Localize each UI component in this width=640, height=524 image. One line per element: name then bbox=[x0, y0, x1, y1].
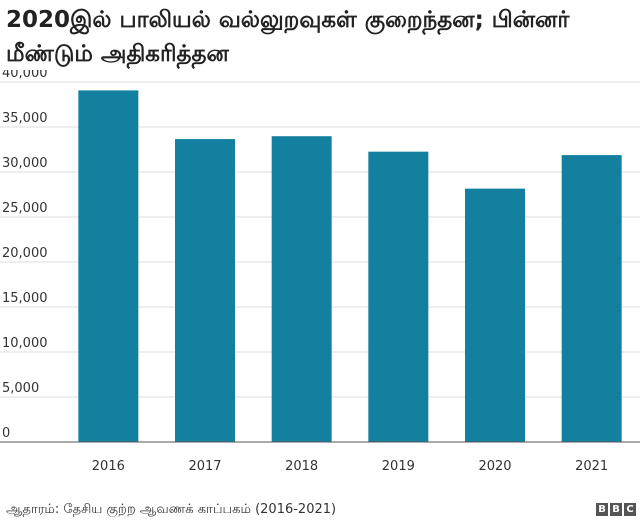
bar bbox=[175, 139, 235, 442]
bbc-logo: B B C bbox=[596, 503, 636, 516]
y-tick-label: 30,000 bbox=[2, 156, 48, 171]
bar bbox=[368, 151, 429, 442]
y-axis-ticks: 0 5,000 10,000 15,000 20,000 25,000 30,000 35,0… bbox=[2, 70, 48, 441]
bar-chart: 0 5,000 10,000 15,000 20,000 25,000 30,000 35,0… bbox=[0, 70, 640, 474]
bbc-logo-letter: B bbox=[596, 503, 608, 516]
y-tick-label: 20,000 bbox=[2, 246, 48, 261]
x-tick-label: 2019 bbox=[382, 459, 415, 474]
source-note: ஆதாரம்: தேசிய குற்ற ஆவணக் காப்பகம் (2016… bbox=[6, 502, 337, 517]
bar bbox=[465, 188, 525, 442]
y-tick-label: 0 bbox=[2, 426, 10, 441]
chart-title: 2020இல் பாலியல் வல்லுறவுகள் குறைந்தன; பி… bbox=[6, 7, 570, 67]
bbc-logo-letter: B bbox=[610, 503, 622, 516]
x-tick-label: 2016 bbox=[92, 459, 125, 474]
y-tick-label: 15,000 bbox=[2, 291, 48, 306]
bar bbox=[78, 90, 139, 442]
y-tick-label: 35,000 bbox=[2, 111, 48, 126]
bar bbox=[561, 155, 622, 442]
y-tick-label: 5,000 bbox=[2, 381, 39, 396]
x-tick-label: 2018 bbox=[285, 459, 318, 474]
x-tick-label: 2020 bbox=[478, 459, 511, 474]
x-tick-label: 2021 bbox=[575, 459, 608, 474]
bar bbox=[271, 136, 332, 442]
y-tick-label: 40,000 bbox=[2, 70, 48, 81]
bbc-logo-letter: C bbox=[624, 503, 636, 516]
x-axis-ticks: 2016 2017 2018 2019 2020 2021 bbox=[92, 459, 608, 474]
bars bbox=[78, 90, 622, 442]
y-tick-label: 25,000 bbox=[2, 201, 48, 216]
x-tick-label: 2017 bbox=[188, 459, 221, 474]
y-tick-label: 10,000 bbox=[2, 336, 48, 351]
